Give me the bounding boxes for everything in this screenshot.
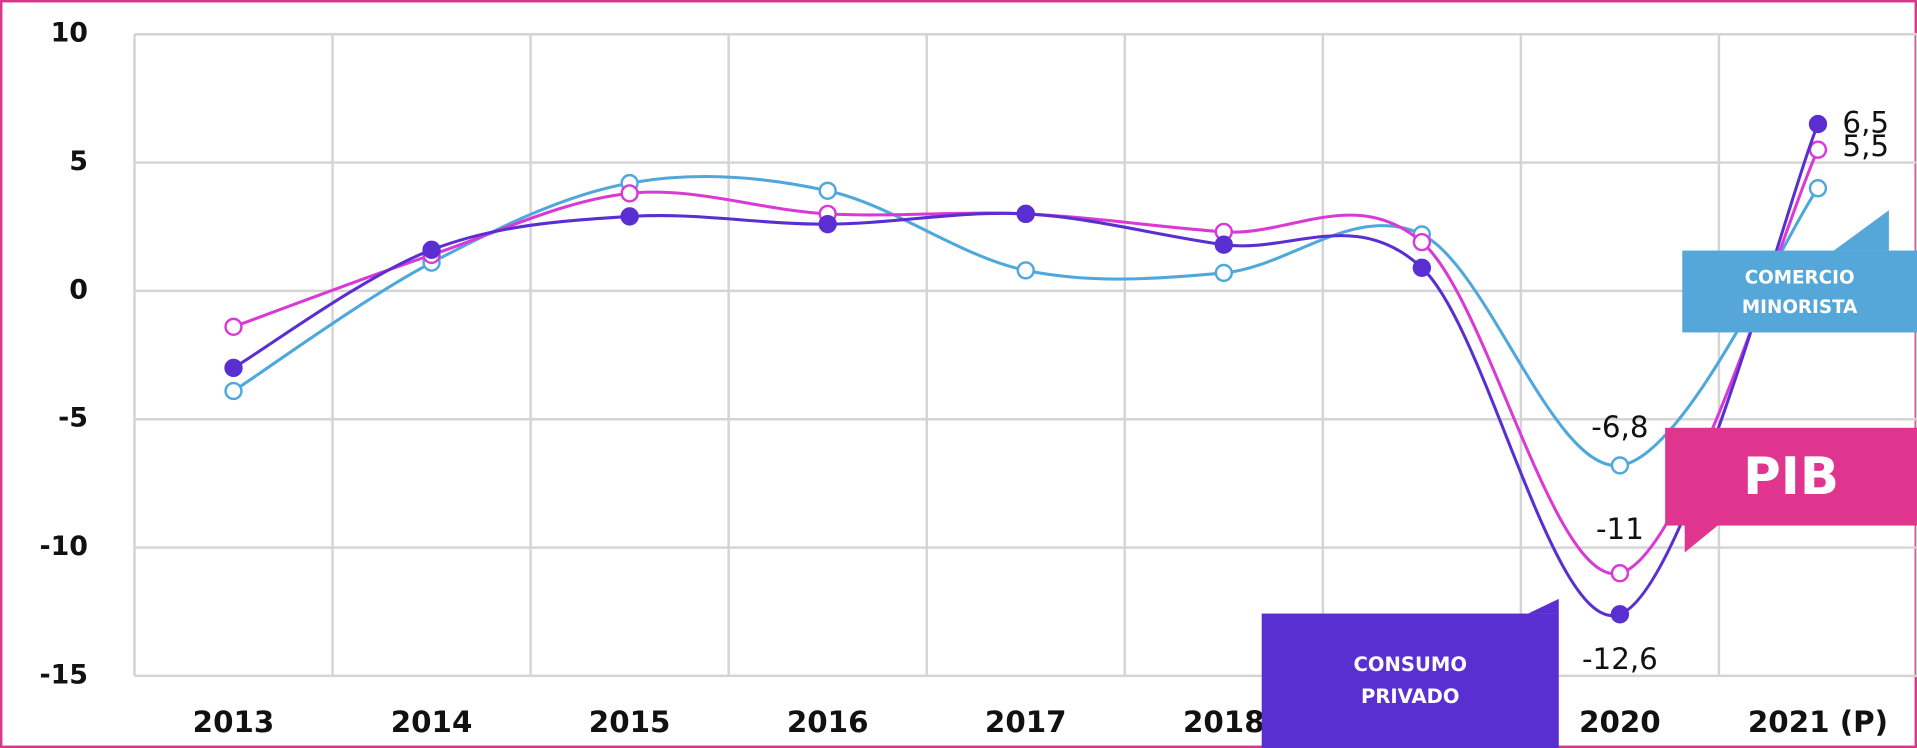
x-tick-label: 2016 — [787, 705, 869, 739]
marker — [620, 207, 639, 226]
marker — [1808, 140, 1828, 159]
y-tick-label: 0 — [69, 274, 88, 305]
x-tick-label: 2017 — [985, 705, 1067, 739]
y-tick-label: 10 — [51, 18, 88, 49]
legend-callout-tail — [1528, 598, 1559, 614]
legend-callout-tail — [1684, 525, 1718, 553]
marker — [224, 317, 243, 336]
marker — [620, 184, 639, 203]
data-label: 6,5 — [1842, 106, 1889, 140]
legend-callout-tail — [1833, 210, 1889, 251]
x-tick-label: 2020 — [1579, 705, 1661, 739]
x-tick-label: 2014 — [391, 705, 473, 739]
x-tick-label: 2018 — [1183, 705, 1265, 739]
series-line — [232, 174, 1820, 467]
y-tick-label: -15 — [39, 659, 88, 690]
marker — [1610, 605, 1630, 624]
marker — [1214, 263, 1233, 283]
marker — [818, 214, 837, 234]
marker — [1808, 179, 1828, 198]
legend-callout — [1665, 427, 1917, 526]
marker — [818, 181, 837, 200]
x-tick-label: 2021 (P) — [1748, 705, 1888, 739]
y-tick-label: -5 — [58, 403, 88, 434]
legend-callout — [1261, 613, 1559, 748]
marker — [1808, 114, 1828, 134]
y-tick-label: 5 — [69, 146, 88, 177]
marker — [1610, 456, 1630, 475]
legend-label-box: COMERCIO MINORISTA — [1741, 265, 1858, 318]
marker — [224, 358, 243, 378]
x-tick-label: 2013 — [193, 705, 275, 739]
legend-label: COMERCIO MINORISTA — [1741, 265, 1858, 318]
legend-label: PIB — [1743, 446, 1840, 507]
marker — [1412, 232, 1432, 252]
marker — [1610, 564, 1630, 583]
data-label: 5,5 — [1842, 129, 1889, 163]
legend-callout — [1682, 250, 1917, 333]
marker — [1214, 235, 1233, 254]
legend-label: CONSUMO PRIVADO — [1353, 653, 1467, 708]
legend-label-box: PIB — [1743, 446, 1840, 507]
marker — [224, 381, 243, 401]
y-tick-label: -10 — [39, 531, 88, 562]
marker — [1016, 204, 1035, 224]
marker — [422, 240, 441, 259]
data-label: -12,6 — [1582, 642, 1658, 676]
marker — [1412, 258, 1432, 277]
legend-label-box: CONSUMO PRIVADO — [1353, 653, 1467, 708]
data-label: -11 — [1596, 512, 1644, 546]
marker — [1016, 261, 1035, 280]
data-label: -6,8 — [1591, 410, 1648, 444]
x-tick-label: 2015 — [589, 705, 671, 739]
